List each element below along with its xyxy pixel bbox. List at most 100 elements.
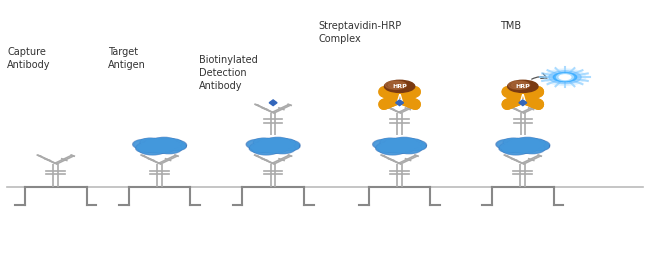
Circle shape: [400, 139, 422, 147]
Circle shape: [141, 139, 160, 146]
Circle shape: [144, 143, 166, 153]
Circle shape: [380, 144, 406, 154]
Circle shape: [502, 144, 530, 155]
Circle shape: [280, 143, 299, 150]
Circle shape: [512, 82, 526, 88]
Circle shape: [525, 140, 549, 150]
Circle shape: [254, 138, 274, 146]
Circle shape: [500, 142, 523, 152]
Circle shape: [276, 140, 299, 150]
Circle shape: [384, 143, 406, 153]
Circle shape: [497, 140, 521, 149]
Circle shape: [134, 140, 157, 149]
Circle shape: [376, 145, 395, 152]
Circle shape: [395, 139, 419, 149]
Circle shape: [519, 144, 545, 154]
Circle shape: [508, 80, 538, 92]
Circle shape: [395, 140, 418, 149]
Circle shape: [524, 140, 550, 150]
Circle shape: [393, 138, 415, 147]
Circle shape: [161, 139, 182, 147]
Circle shape: [402, 139, 421, 147]
Circle shape: [559, 75, 571, 80]
Circle shape: [556, 74, 573, 81]
Circle shape: [154, 139, 179, 149]
Circle shape: [137, 143, 159, 151]
Polygon shape: [396, 100, 404, 106]
Circle shape: [140, 144, 166, 154]
Circle shape: [392, 137, 417, 147]
Circle shape: [254, 139, 273, 146]
Circle shape: [376, 142, 400, 152]
Circle shape: [254, 144, 279, 154]
Circle shape: [161, 139, 181, 147]
Circle shape: [517, 139, 542, 149]
Circle shape: [503, 138, 524, 146]
Circle shape: [372, 139, 398, 150]
Circle shape: [280, 142, 300, 151]
Circle shape: [508, 144, 528, 152]
Circle shape: [516, 138, 539, 147]
Text: A: A: [396, 94, 402, 103]
Circle shape: [378, 143, 398, 151]
Circle shape: [385, 81, 406, 89]
Circle shape: [500, 145, 517, 152]
Circle shape: [512, 143, 538, 153]
Circle shape: [504, 139, 523, 146]
Circle shape: [259, 140, 287, 151]
Circle shape: [138, 144, 167, 155]
Circle shape: [144, 138, 171, 149]
Circle shape: [514, 143, 537, 153]
Circle shape: [524, 139, 545, 147]
Circle shape: [500, 143, 522, 151]
Circle shape: [136, 145, 155, 152]
Circle shape: [499, 145, 519, 152]
Circle shape: [496, 139, 522, 150]
Circle shape: [268, 139, 293, 149]
Circle shape: [384, 80, 415, 92]
Text: TMB: TMB: [500, 21, 521, 31]
Text: HRP: HRP: [392, 84, 407, 89]
Circle shape: [166, 142, 187, 151]
Circle shape: [519, 140, 541, 149]
Circle shape: [407, 143, 425, 150]
Circle shape: [250, 145, 268, 152]
Circle shape: [385, 140, 413, 151]
Circle shape: [389, 143, 415, 153]
Circle shape: [378, 144, 407, 155]
Circle shape: [553, 73, 577, 82]
Circle shape: [380, 138, 400, 146]
Circle shape: [157, 144, 181, 153]
Circle shape: [385, 139, 410, 148]
Circle shape: [166, 143, 185, 150]
Circle shape: [257, 143, 280, 153]
Circle shape: [156, 144, 182, 154]
Circle shape: [257, 138, 284, 149]
Circle shape: [140, 138, 161, 146]
Circle shape: [507, 138, 534, 149]
Polygon shape: [519, 100, 526, 106]
Circle shape: [384, 144, 406, 152]
Circle shape: [146, 140, 174, 151]
Circle shape: [250, 142, 273, 152]
Circle shape: [509, 140, 537, 151]
Circle shape: [248, 140, 271, 149]
Circle shape: [153, 138, 176, 147]
Circle shape: [265, 137, 290, 147]
Circle shape: [257, 140, 289, 152]
Circle shape: [397, 144, 421, 153]
Circle shape: [503, 144, 528, 154]
Circle shape: [374, 140, 397, 149]
Circle shape: [381, 139, 400, 146]
Circle shape: [249, 145, 269, 152]
Circle shape: [150, 143, 174, 153]
Circle shape: [264, 143, 287, 153]
Circle shape: [269, 140, 291, 149]
Circle shape: [162, 140, 185, 150]
Circle shape: [275, 139, 294, 147]
Circle shape: [384, 140, 415, 152]
Circle shape: [525, 139, 544, 147]
Circle shape: [271, 144, 294, 153]
Circle shape: [263, 143, 289, 153]
Circle shape: [251, 143, 272, 151]
